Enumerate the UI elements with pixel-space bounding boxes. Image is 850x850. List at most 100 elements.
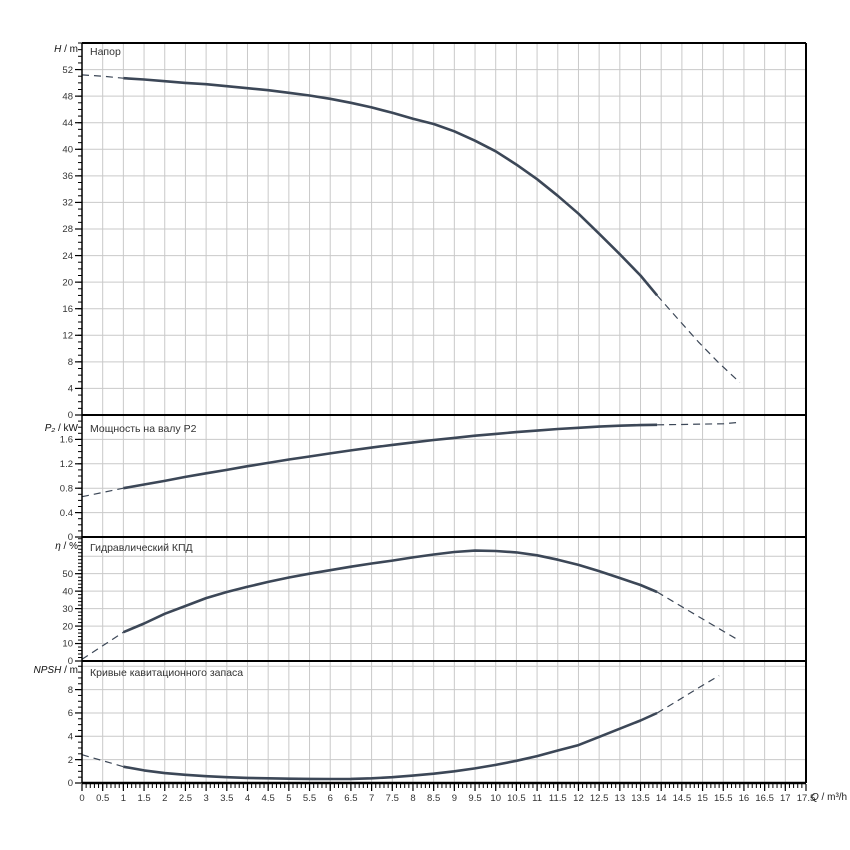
head-main-curve (123, 76, 659, 297)
y-tick-label: 12 (62, 330, 73, 341)
y-tick-label: 0 (68, 410, 73, 421)
power-tail-dashed-curve (657, 421, 740, 426)
chart-3-x-grid (102, 661, 786, 783)
efficiency-chart-title: Гидравлический КПД (90, 542, 193, 554)
y-tick-label: 28 (62, 224, 73, 235)
y-tick-label: 50 (62, 569, 73, 580)
power-axis-symbol: P₂ (44, 423, 56, 434)
eff-lead-dashed-curve (81, 631, 124, 660)
x-tick-label: 12 (573, 793, 584, 804)
x-tick-label: 8.5 (427, 793, 440, 804)
x-tick-label: 3.5 (220, 793, 233, 804)
chart-3-group: 0 2 4 6 8 (68, 661, 806, 789)
y-tick-label: 44 (62, 118, 73, 129)
x-tick-label: 16.5 (755, 793, 774, 804)
x-tick-label: 14.5 (673, 793, 692, 804)
x-tick-label: 17.5 (797, 793, 816, 804)
x-tick-label: 9.5 (468, 793, 481, 804)
chart-2-y-ticks: 0 10 20 30 40 50 (62, 538, 82, 667)
y-tick-label: 0.8 (60, 483, 73, 494)
x-tick-label: 10.5 (507, 793, 526, 804)
x-tick-label: 14 (656, 793, 667, 804)
x-tick-label: 11 (532, 793, 542, 804)
flow-axis-label: Q / m³/h (811, 792, 847, 804)
plot-borders (81, 42, 807, 785)
y-tick-label: 0 (68, 778, 73, 789)
x-tick-label: 8 (410, 793, 415, 804)
y-tick-label: 6 (68, 708, 73, 719)
flow-axis-symbol: Q (811, 792, 819, 803)
npsh-axis-label: NPSH / m (0, 665, 78, 677)
head-axis-label: H / m (0, 44, 78, 56)
x-tick-label: 16 (739, 793, 750, 804)
y-tick-label: 4 (68, 384, 73, 395)
x-tick-label: 0 (79, 793, 84, 804)
x-tick-label: 13 (615, 793, 626, 804)
chart-2-group: 0 10 20 30 40 50 (62, 537, 806, 667)
x-tick-label: 2.5 (179, 793, 192, 804)
chart-3-y-grid (82, 665, 806, 761)
npsh-tail-dashed-curve (656, 675, 720, 714)
y-tick-label: 0 (68, 656, 73, 667)
power-axis-unit: / kW (55, 423, 78, 434)
y-tick-label: 52 (62, 65, 73, 76)
npsh-axis-unit: / m (61, 665, 78, 676)
power-main-curve (123, 423, 658, 490)
x-tick-label: 15 (697, 793, 708, 804)
x-tick-label: 7 (369, 793, 374, 804)
y-tick-label: 2 (68, 755, 73, 766)
x-tick-label: 1.5 (137, 793, 150, 804)
head-chart-title: Напор (90, 46, 121, 58)
x-tick-label: 4.5 (262, 793, 275, 804)
npsh-chart-title: Кривые кавитационного запаса (90, 667, 244, 679)
x-tick-label: 12.5 (590, 793, 609, 804)
y-tick-label: 10 (62, 639, 73, 650)
chart-2-y-grid (82, 555, 806, 645)
efficiency-axis-label: η / % (0, 541, 78, 553)
x-tick-label: 3 (203, 793, 208, 804)
chart-2-series (81, 549, 741, 660)
x-tick-label: 5.5 (303, 793, 316, 804)
npsh-main-curve (123, 711, 658, 781)
y-tick-label: 48 (62, 91, 73, 102)
eff-tail-dashed-curve (656, 591, 741, 642)
y-tick-label: 0.4 (60, 508, 73, 519)
y-tick-label: 1.6 (60, 435, 73, 446)
x-tick-label: 10 (490, 793, 501, 804)
y-tick-label: 16 (62, 304, 73, 315)
eff-main-curve (122, 549, 658, 634)
head-axis-symbol: H (54, 44, 62, 55)
y-tick-label: 4 (68, 732, 73, 743)
x-tick-label: 5 (286, 793, 291, 804)
x-tick-label: 6 (328, 793, 333, 804)
efficiency-axis-symbol: η (55, 541, 61, 552)
x-tick-label: 11.5 (549, 793, 567, 804)
x-tick-label: 13.5 (631, 793, 650, 804)
chart-0-y-grid (82, 69, 806, 389)
npsh-axis-symbol: NPSH (33, 665, 62, 676)
y-tick-label: 0 (68, 532, 73, 543)
chart-1-series (81, 421, 740, 498)
chart-3-y-ticks: 0 2 4 6 8 (68, 665, 82, 789)
chart-1-x-grid (102, 415, 786, 537)
y-tick-label: 40 (62, 586, 73, 597)
y-tick-label: 40 (62, 144, 73, 155)
plot-root: 048121620242832364044485200.40.81.21.601… (60, 42, 815, 804)
flow-axis-unit: / m³/h (818, 792, 848, 803)
chart-2-x-grid (102, 537, 786, 661)
x-tick-label: 4 (245, 793, 250, 804)
chart-3-series (81, 675, 720, 781)
y-tick-label: 20 (62, 621, 73, 632)
y-tick-label: 32 (62, 198, 73, 209)
head-axis-unit: / m (61, 44, 78, 55)
efficiency-axis-unit: / % (60, 541, 78, 552)
power-chart-title: Мощность на валу P2 (90, 423, 197, 435)
y-tick-label: 36 (62, 171, 73, 182)
x-tick-label: 1 (121, 793, 126, 804)
x-axis-ticks: 0 0.5 1 1.5 2 2.5 3 3.5 4 4.5 5 5.5 6 6.5 7 7.5 8 8.5 9 9.5… (79, 784, 815, 804)
x-tick-label: 9 (452, 793, 457, 804)
x-tick-label: 6.5 (344, 793, 357, 804)
chart-0-series (81, 74, 741, 383)
head-tail-dashed-curve (656, 295, 741, 383)
